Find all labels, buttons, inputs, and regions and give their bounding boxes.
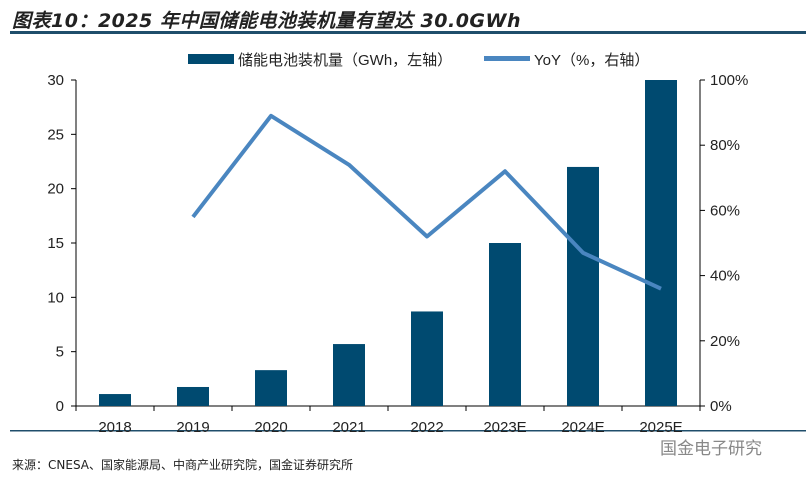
source-rule bbox=[10, 430, 806, 432]
right-tick-label: 80% bbox=[710, 137, 740, 154]
bar-2023E bbox=[489, 243, 521, 406]
x-tick-label: 2021 bbox=[332, 419, 365, 436]
legend-bar-label: 储能电池装机量（GWh，左轴） bbox=[238, 52, 452, 69]
left-tick-label: 25 bbox=[47, 126, 64, 143]
right-tick-label: 60% bbox=[710, 202, 740, 219]
left-tick-label: 0 bbox=[56, 398, 64, 415]
left-tick-label: 15 bbox=[47, 235, 64, 252]
x-tick-label: 2024E bbox=[561, 419, 604, 436]
left-tick-label: 5 bbox=[56, 344, 64, 361]
bar-2024E bbox=[567, 166, 599, 406]
left-tick-label: 10 bbox=[47, 289, 64, 306]
x-tick-label: 2018 bbox=[98, 419, 131, 436]
left-tick-label: 30 bbox=[47, 72, 64, 89]
x-tick-label: 2022 bbox=[410, 419, 443, 436]
bar-2025E bbox=[645, 80, 677, 406]
bar-2022 bbox=[411, 311, 443, 406]
title-rule bbox=[10, 31, 806, 34]
watermark-logo: 国金电子研究 bbox=[660, 439, 762, 459]
legend-line-label: YoY（%，右轴） bbox=[534, 52, 649, 69]
left-tick-label: 20 bbox=[47, 181, 64, 198]
x-tick-label: 2019 bbox=[176, 419, 209, 436]
legend-bar-swatch bbox=[188, 54, 234, 64]
bar-2020 bbox=[255, 370, 287, 406]
bar-2019 bbox=[177, 386, 209, 406]
bar-2018 bbox=[99, 394, 131, 406]
x-tick-label: 2025E bbox=[639, 419, 682, 436]
x-tick-label: 2023E bbox=[483, 419, 526, 436]
x-tick-label: 2020 bbox=[254, 419, 287, 436]
right-tick-label: 20% bbox=[710, 333, 740, 350]
right-tick-label: 40% bbox=[710, 268, 740, 285]
right-tick-label: 100% bbox=[710, 72, 748, 89]
legend-line-swatch bbox=[484, 56, 530, 61]
figure-title: 图表10：2025 年中国储能电池装机量有望达 30.0GWh bbox=[12, 10, 522, 32]
source-note: 来源：CNESA、国家能源局、中商产业研究院，国金证券研究所 bbox=[12, 458, 353, 472]
bar-2021 bbox=[333, 344, 365, 406]
right-tick-label: 0% bbox=[710, 398, 732, 415]
